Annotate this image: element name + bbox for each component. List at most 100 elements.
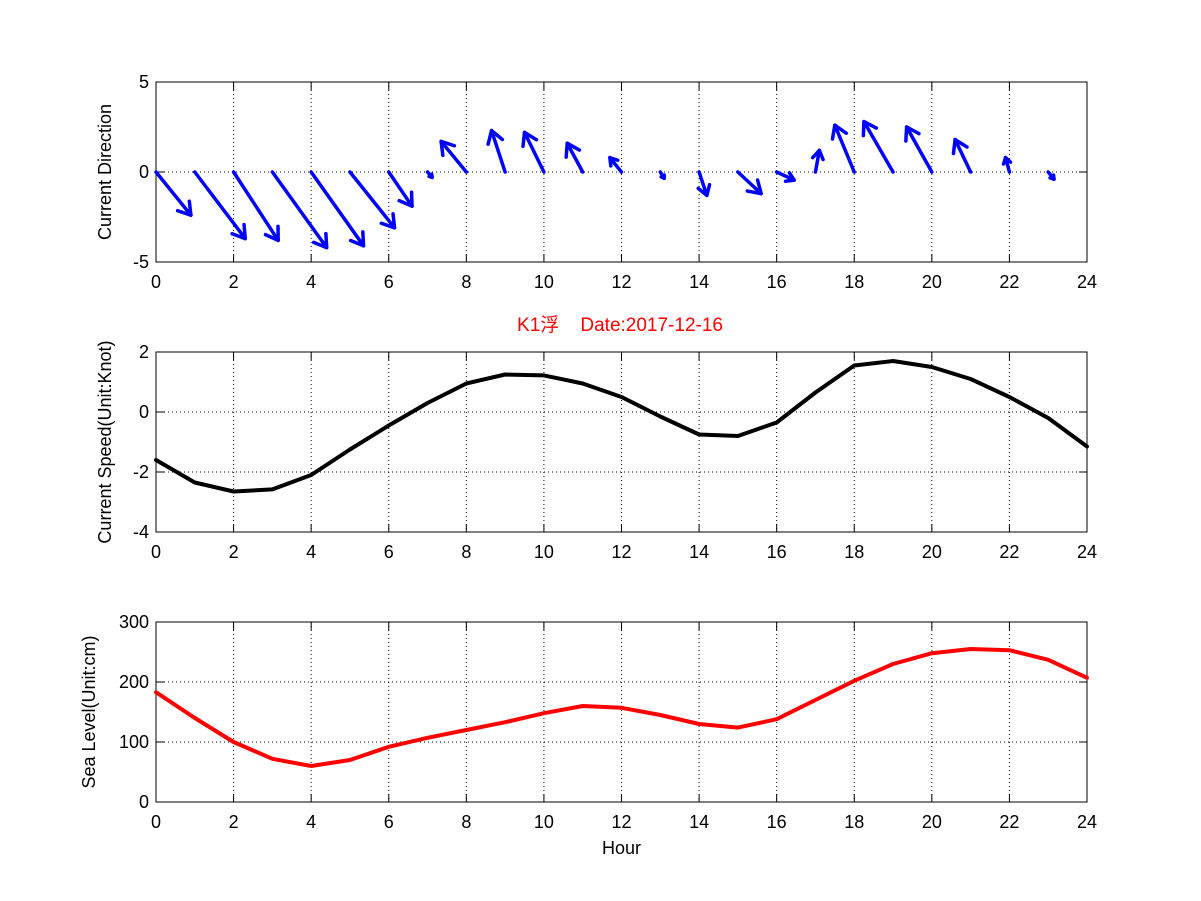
sea-level-ylabel: Sea Level(Unit:cm) xyxy=(79,635,99,788)
arrow-head xyxy=(810,148,825,162)
arrow-shaft xyxy=(904,125,934,174)
arrow-head xyxy=(311,231,329,250)
x-tick-label: 6 xyxy=(384,812,394,832)
x-tick-label: 0 xyxy=(151,542,161,562)
current-arrow xyxy=(696,170,712,198)
arrow-shaft xyxy=(270,170,329,250)
arrow-head xyxy=(951,137,969,156)
hour-xlabel: Hour xyxy=(602,838,641,858)
arrow-shaft xyxy=(862,119,895,174)
arrow-head xyxy=(861,119,879,138)
x-tick-label: 2 xyxy=(229,542,239,562)
arrow-head xyxy=(230,222,247,241)
x-tick-label: 8 xyxy=(461,812,471,832)
arrow-shaft xyxy=(697,170,709,198)
x-tick-label: 2 xyxy=(229,272,239,292)
x-tick-label: 18 xyxy=(844,542,864,562)
current-arrow xyxy=(425,170,434,180)
arrow-head xyxy=(486,128,505,146)
current-arrow xyxy=(193,170,247,241)
arrow-head xyxy=(745,178,763,196)
y-tick-label: -5 xyxy=(133,252,149,272)
arrow-shaft xyxy=(489,128,507,174)
x-tick-label: 12 xyxy=(611,272,631,292)
x-tick-label: 8 xyxy=(461,542,471,562)
x-tick-label: 20 xyxy=(922,542,942,562)
x-tick-label: 12 xyxy=(611,812,631,832)
arrow-shaft xyxy=(309,170,366,248)
arrow-head xyxy=(175,199,193,217)
current-arrow xyxy=(810,148,825,174)
x-tick-label: 22 xyxy=(999,812,1019,832)
x-tick-label: 16 xyxy=(767,812,787,832)
current-arrow xyxy=(608,155,624,174)
x-tick-label: 6 xyxy=(384,542,394,562)
x-tick-label: 14 xyxy=(689,542,709,562)
y-tick-label: 100 xyxy=(119,732,149,752)
current-arrow xyxy=(830,123,856,174)
figure-title: K1浮 Date:2017-12-16 xyxy=(517,314,723,336)
y-tick-label: 2 xyxy=(139,342,149,362)
arrow-shaft xyxy=(231,170,280,243)
x-tick-label: 16 xyxy=(767,542,787,562)
y-tick-label: 5 xyxy=(139,72,149,92)
arrow-shaft xyxy=(565,141,585,174)
current-speed-plot: 0 2 4 6 8 10 12 14 16 18 20 22 24-4-202 xyxy=(133,342,1097,562)
arrow-head xyxy=(439,139,457,158)
y-tick-label: 200 xyxy=(119,672,149,692)
x-tick-label: 20 xyxy=(922,812,942,832)
current-direction-panel: 0 2 4 6 8 10 12 14 16 18 20 22 24-505 Current Direct… xyxy=(95,72,1097,292)
current-arrow xyxy=(951,137,973,174)
x-tick-label: 24 xyxy=(1077,542,1097,562)
arrow-head xyxy=(1048,173,1056,181)
x-tick-label: 18 xyxy=(844,812,864,832)
x-tick-label: 14 xyxy=(689,272,709,292)
arrow-head xyxy=(783,171,796,183)
current-direction-plot: 0 2 4 6 8 10 12 14 16 18 20 22 24-505 xyxy=(133,72,1097,292)
x-tick-label: 22 xyxy=(999,272,1019,292)
arrow-shaft xyxy=(439,139,469,174)
x-tick-label: 10 xyxy=(534,272,554,292)
x-tick-label: 22 xyxy=(999,542,1019,562)
arrow-head xyxy=(397,190,414,208)
current-arrow xyxy=(387,170,414,208)
y-tick-label: 300 xyxy=(119,612,149,632)
current-speed-panel: 0 2 4 6 8 10 12 14 16 18 20 22 24-4-202 Current Spee… xyxy=(95,340,1097,562)
current-arrow xyxy=(1001,155,1013,174)
arrow-shaft xyxy=(953,137,973,174)
series-line xyxy=(154,647,1089,768)
arrow-shaft xyxy=(522,130,546,174)
arrow-shaft xyxy=(813,148,822,174)
y-tick-label: 0 xyxy=(139,792,149,812)
current-arrow xyxy=(348,170,397,230)
arrow-shaft xyxy=(833,123,856,174)
x-tick-label: 4 xyxy=(306,812,316,832)
arrow-head xyxy=(904,125,921,143)
x-tick-label: 20 xyxy=(922,272,942,292)
arrow-shaft xyxy=(193,170,247,241)
current-arrow xyxy=(564,141,585,174)
arrow-head xyxy=(379,212,397,230)
arrow-shaft xyxy=(348,170,397,230)
x-tick-label: 4 xyxy=(306,542,316,562)
arrow-head xyxy=(263,224,280,243)
arrow-head xyxy=(696,182,712,198)
x-tick-label: 18 xyxy=(844,272,864,292)
x-tick-label: 4 xyxy=(306,272,316,292)
arrow-shaft xyxy=(736,170,763,196)
current-arrow xyxy=(774,170,796,183)
current-arrow xyxy=(231,170,280,243)
x-tick-label: 24 xyxy=(1077,272,1097,292)
arrow-head xyxy=(1001,155,1013,166)
arrow-head xyxy=(427,172,434,180)
y-tick-label: 0 xyxy=(139,402,149,422)
current-arrow xyxy=(270,170,329,250)
x-tick-label: 10 xyxy=(534,542,554,562)
x-tick-label: 14 xyxy=(689,812,709,832)
current-arrow xyxy=(154,170,193,217)
current-direction-ylabel: Current Direction xyxy=(95,104,115,240)
x-tick-label: 0 xyxy=(151,272,161,292)
